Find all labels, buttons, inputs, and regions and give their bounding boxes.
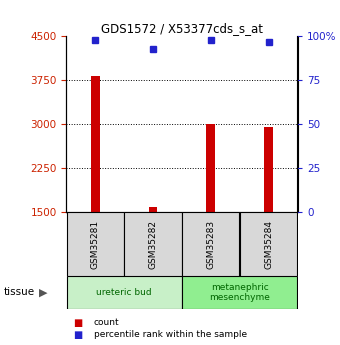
Bar — [206, 124, 215, 212]
Bar — [264, 127, 273, 212]
Text: GSM35284: GSM35284 — [264, 219, 273, 269]
Text: count: count — [94, 318, 119, 327]
Bar — [67, 212, 124, 276]
Bar — [182, 212, 239, 276]
Text: percentile rank within the sample: percentile rank within the sample — [94, 330, 246, 339]
Bar — [91, 76, 100, 212]
Text: GSM35282: GSM35282 — [149, 219, 157, 269]
Text: tissue: tissue — [3, 287, 35, 297]
Bar — [240, 212, 297, 276]
Bar — [149, 207, 157, 212]
Text: GSM35281: GSM35281 — [91, 219, 100, 269]
Text: GSM35283: GSM35283 — [206, 219, 215, 269]
Bar — [182, 276, 297, 309]
Text: ▶: ▶ — [39, 287, 48, 297]
Text: ■: ■ — [73, 330, 82, 339]
Text: metanephric
mesenchyme: metanephric mesenchyme — [209, 283, 270, 302]
Bar — [67, 276, 182, 309]
Bar — [124, 212, 182, 276]
Text: ureteric bud: ureteric bud — [96, 288, 152, 297]
Title: GDS1572 / X53377cds_s_at: GDS1572 / X53377cds_s_at — [101, 22, 263, 35]
Text: ■: ■ — [73, 318, 82, 327]
